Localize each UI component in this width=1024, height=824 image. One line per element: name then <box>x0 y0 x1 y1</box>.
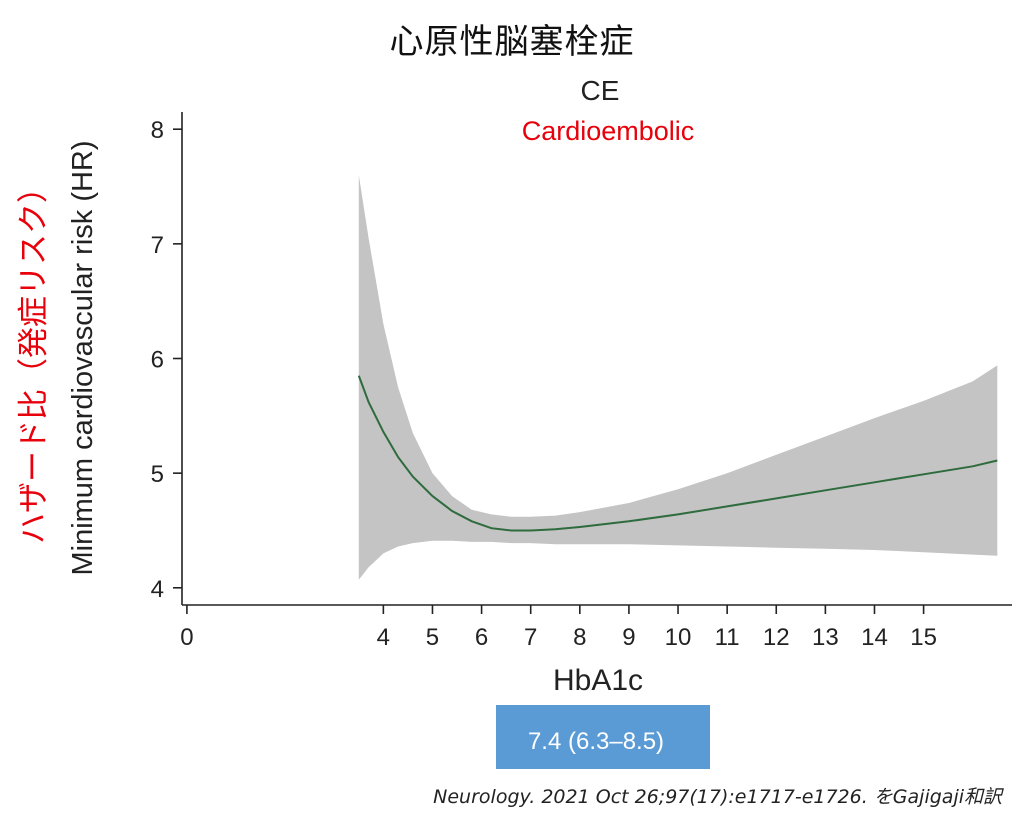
confidence-band-layer <box>358 175 998 580</box>
y-axis-label-japanese: ハザード比（発症リスク） <box>16 172 52 544</box>
y-tick-label-7: 7 <box>151 232 164 259</box>
risk-line-layer <box>357 375 998 532</box>
x-tick-label-6: 6 <box>475 624 488 651</box>
median-annotation-text: 7.4 (6.3–8.5) <box>528 728 664 755</box>
labels-layer: CE Cardioembolic HbA1c Minimum cardiovas… <box>16 75 694 697</box>
x-tick-label-12: 12 <box>763 624 790 651</box>
y-tick-label-8: 8 <box>151 117 164 144</box>
y-tick-label-4: 4 <box>151 576 164 603</box>
y-axis-label: Minimum cardiovascular risk (HR) <box>67 140 99 575</box>
x-tick-label-0: 0 <box>180 624 193 651</box>
x-tick-label-7: 7 <box>524 624 537 651</box>
x-tick-label-8: 8 <box>573 624 586 651</box>
x-tick-label-11: 11 <box>715 624 740 651</box>
x-tick-label-4: 4 <box>377 624 390 651</box>
risk-line <box>357 375 998 532</box>
confidence-band <box>358 175 998 580</box>
chart-subtitle-cardioembolic: Cardioembolic <box>522 116 695 146</box>
chart-main-title: 心原性脳塞栓症 <box>389 22 635 62</box>
x-tick-label-15: 15 <box>910 624 937 651</box>
x-tick-label-10: 10 <box>665 624 692 651</box>
x-tick-label-9: 9 <box>622 624 635 651</box>
x-tick-label-13: 13 <box>812 624 839 651</box>
y-tick-label-6: 6 <box>151 347 164 374</box>
citation-text: Neurology. 2021 Oct 26;97(17):e1717-e172… <box>433 786 1002 808</box>
y-tick-label-5: 5 <box>151 461 164 488</box>
median-annotation-box: 7.4 (6.3–8.5) <box>496 705 710 769</box>
x-tick-label-5: 5 <box>426 624 439 651</box>
median-annotation-rect <box>496 705 710 769</box>
x-axis-label: HbA1c <box>553 664 643 697</box>
chart-title-ce: CE <box>581 75 620 106</box>
x-tick-label-14: 14 <box>861 624 888 651</box>
